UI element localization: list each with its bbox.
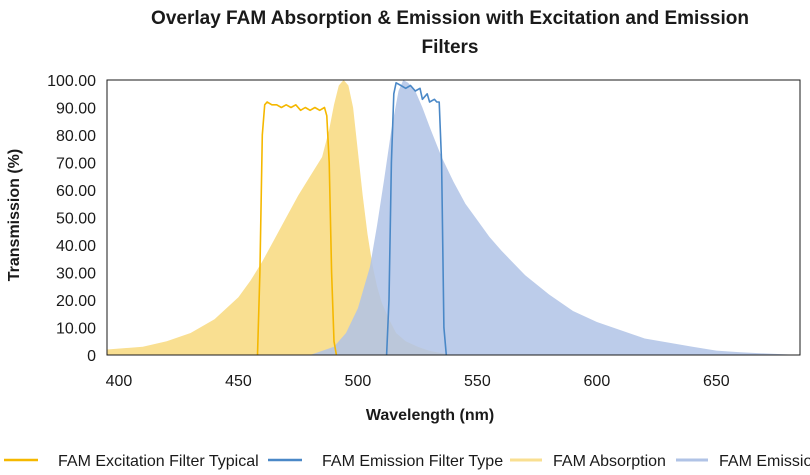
fam-emission-area: [310, 80, 800, 355]
x-axis-ticks: 400 450 500 550 600 650: [106, 373, 730, 390]
y-axis-title: Transmission (%): [6, 149, 23, 281]
y-tick-label: 80.00: [56, 128, 96, 145]
y-tick-label: 30.00: [56, 266, 96, 283]
fam-emission-filter-type-legend-label: FAM Emission Filter Type: [322, 453, 503, 470]
y-tick-label: 50.00: [56, 211, 96, 228]
y-tick-label: 100.00: [47, 73, 96, 90]
x-tick-label: 600: [584, 373, 611, 390]
y-tick-label: 60.00: [56, 183, 96, 200]
y-tick-label: 90.00: [56, 101, 96, 118]
y-tick-label: 20.00: [56, 293, 96, 310]
x-axis-title: Wavelength (nm): [366, 407, 494, 424]
fam-excitation-filter-typical-legend-label: FAM Excitation Filter Typical: [58, 453, 259, 470]
fam-emission-legend-label: FAM Emission: [719, 453, 810, 470]
fam-emission-filter-type-line: [385, 82, 448, 356]
y-tick-label: 40.00: [56, 238, 96, 255]
area-series-layer: [107, 80, 800, 355]
x-tick-label: 500: [345, 373, 372, 390]
fam-absorption-legend-label: FAM Absorption: [553, 453, 666, 470]
x-tick-label: 450: [225, 373, 252, 390]
y-tick-label: 10.00: [56, 321, 96, 338]
plot-frame: [106, 79, 801, 356]
x-tick-label: 400: [106, 373, 133, 390]
y-tick-label: 70.00: [56, 156, 96, 173]
x-tick-label: 550: [464, 373, 491, 390]
chart-title: Overlay FAM Absorption & Emission with E…: [151, 8, 749, 58]
legend: FAM Excitation Filter Typical FAM Emissio…: [4, 453, 810, 470]
y-axis-ticks: 0 10.00 20.00 30.00 40.00 50.00 60.00 70.00 80.0…: [47, 73, 96, 365]
x-tick-label: 650: [703, 373, 730, 390]
line-series-layer: [256, 82, 448, 356]
y-tick-label: 0: [87, 348, 96, 365]
fam-excitation-filter-typical-line: [256, 101, 338, 356]
